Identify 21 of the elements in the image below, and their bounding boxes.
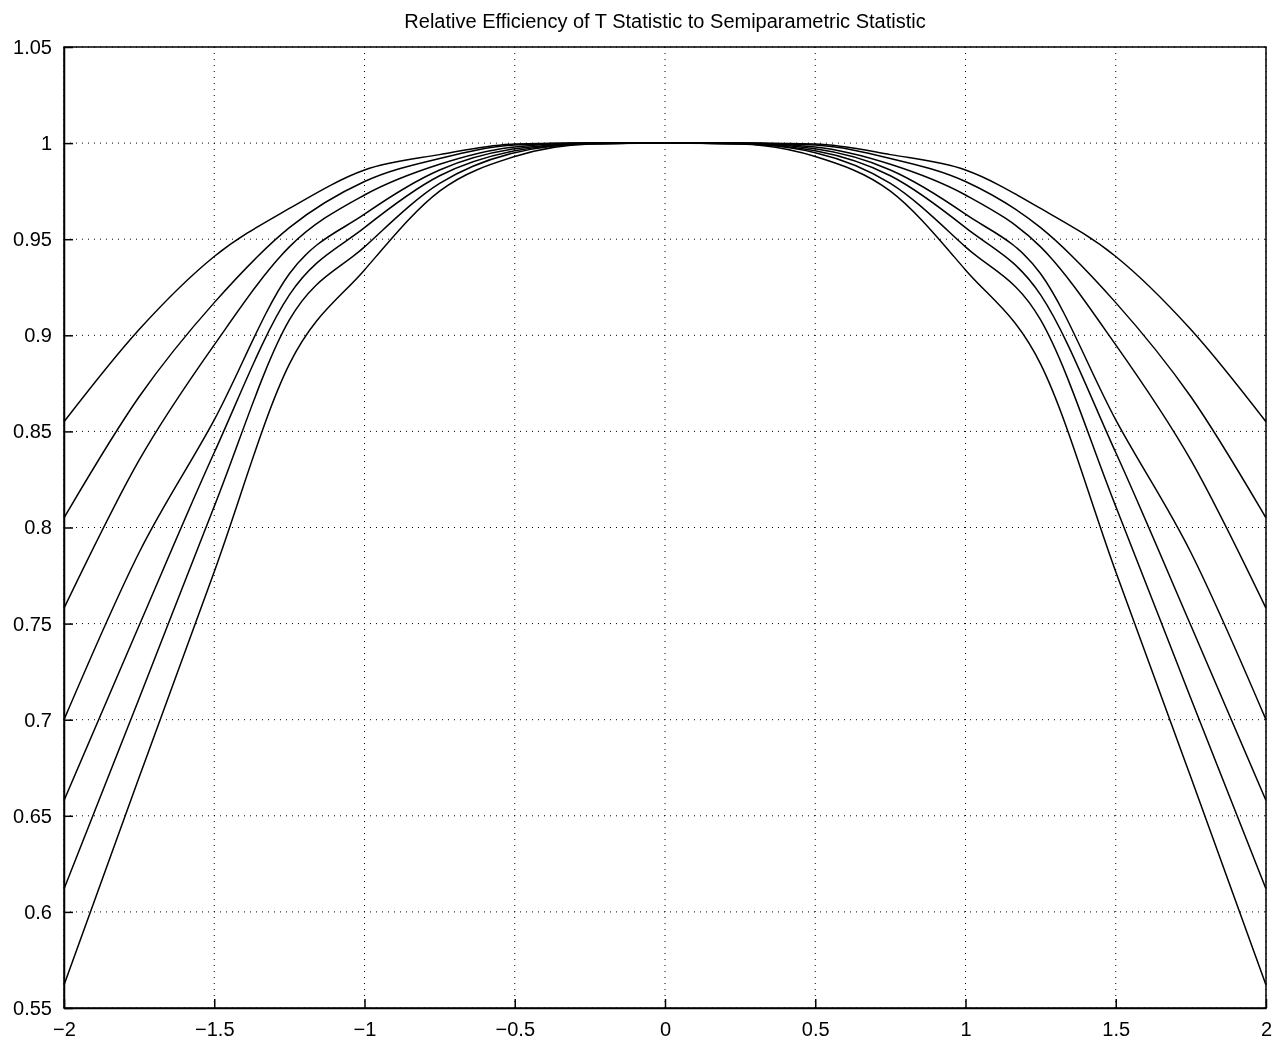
y-tick-label: 1.05 — [13, 35, 52, 58]
y-tick-label: 0.7 — [24, 708, 52, 731]
x-tick-label: 2 — [1260, 1018, 1273, 1041]
y-tick-label: 0.75 — [13, 612, 52, 635]
y-tick-label: 0.6 — [24, 900, 52, 923]
x-tick-label: 0.5 — [801, 1018, 830, 1041]
y-tick-label: 0.95 — [13, 228, 52, 251]
y-tick-label: 0.85 — [13, 420, 52, 443]
x-tick-label: 1 — [960, 1018, 972, 1041]
y-tick-label: 0.55 — [13, 996, 52, 1019]
chart-title: Relative Efficiency of T Statistic to Semiparametric Statistic — [404, 10, 926, 32]
x-tick-label: −1 — [353, 1018, 377, 1041]
x-tick-label: −1.5 — [195, 1018, 235, 1041]
x-tick-label: 0 — [659, 1018, 672, 1041]
y-tick-label: 0.65 — [13, 804, 52, 827]
x-tick-label: −2 — [53, 1018, 76, 1041]
y-tick-label: 0.9 — [24, 324, 52, 347]
y-tick-label: 0.8 — [24, 516, 52, 539]
y-tick-label: 1 — [40, 132, 52, 154]
x-tick-label: −0.5 — [495, 1018, 535, 1041]
x-tick-label: 1.5 — [1102, 1018, 1131, 1041]
